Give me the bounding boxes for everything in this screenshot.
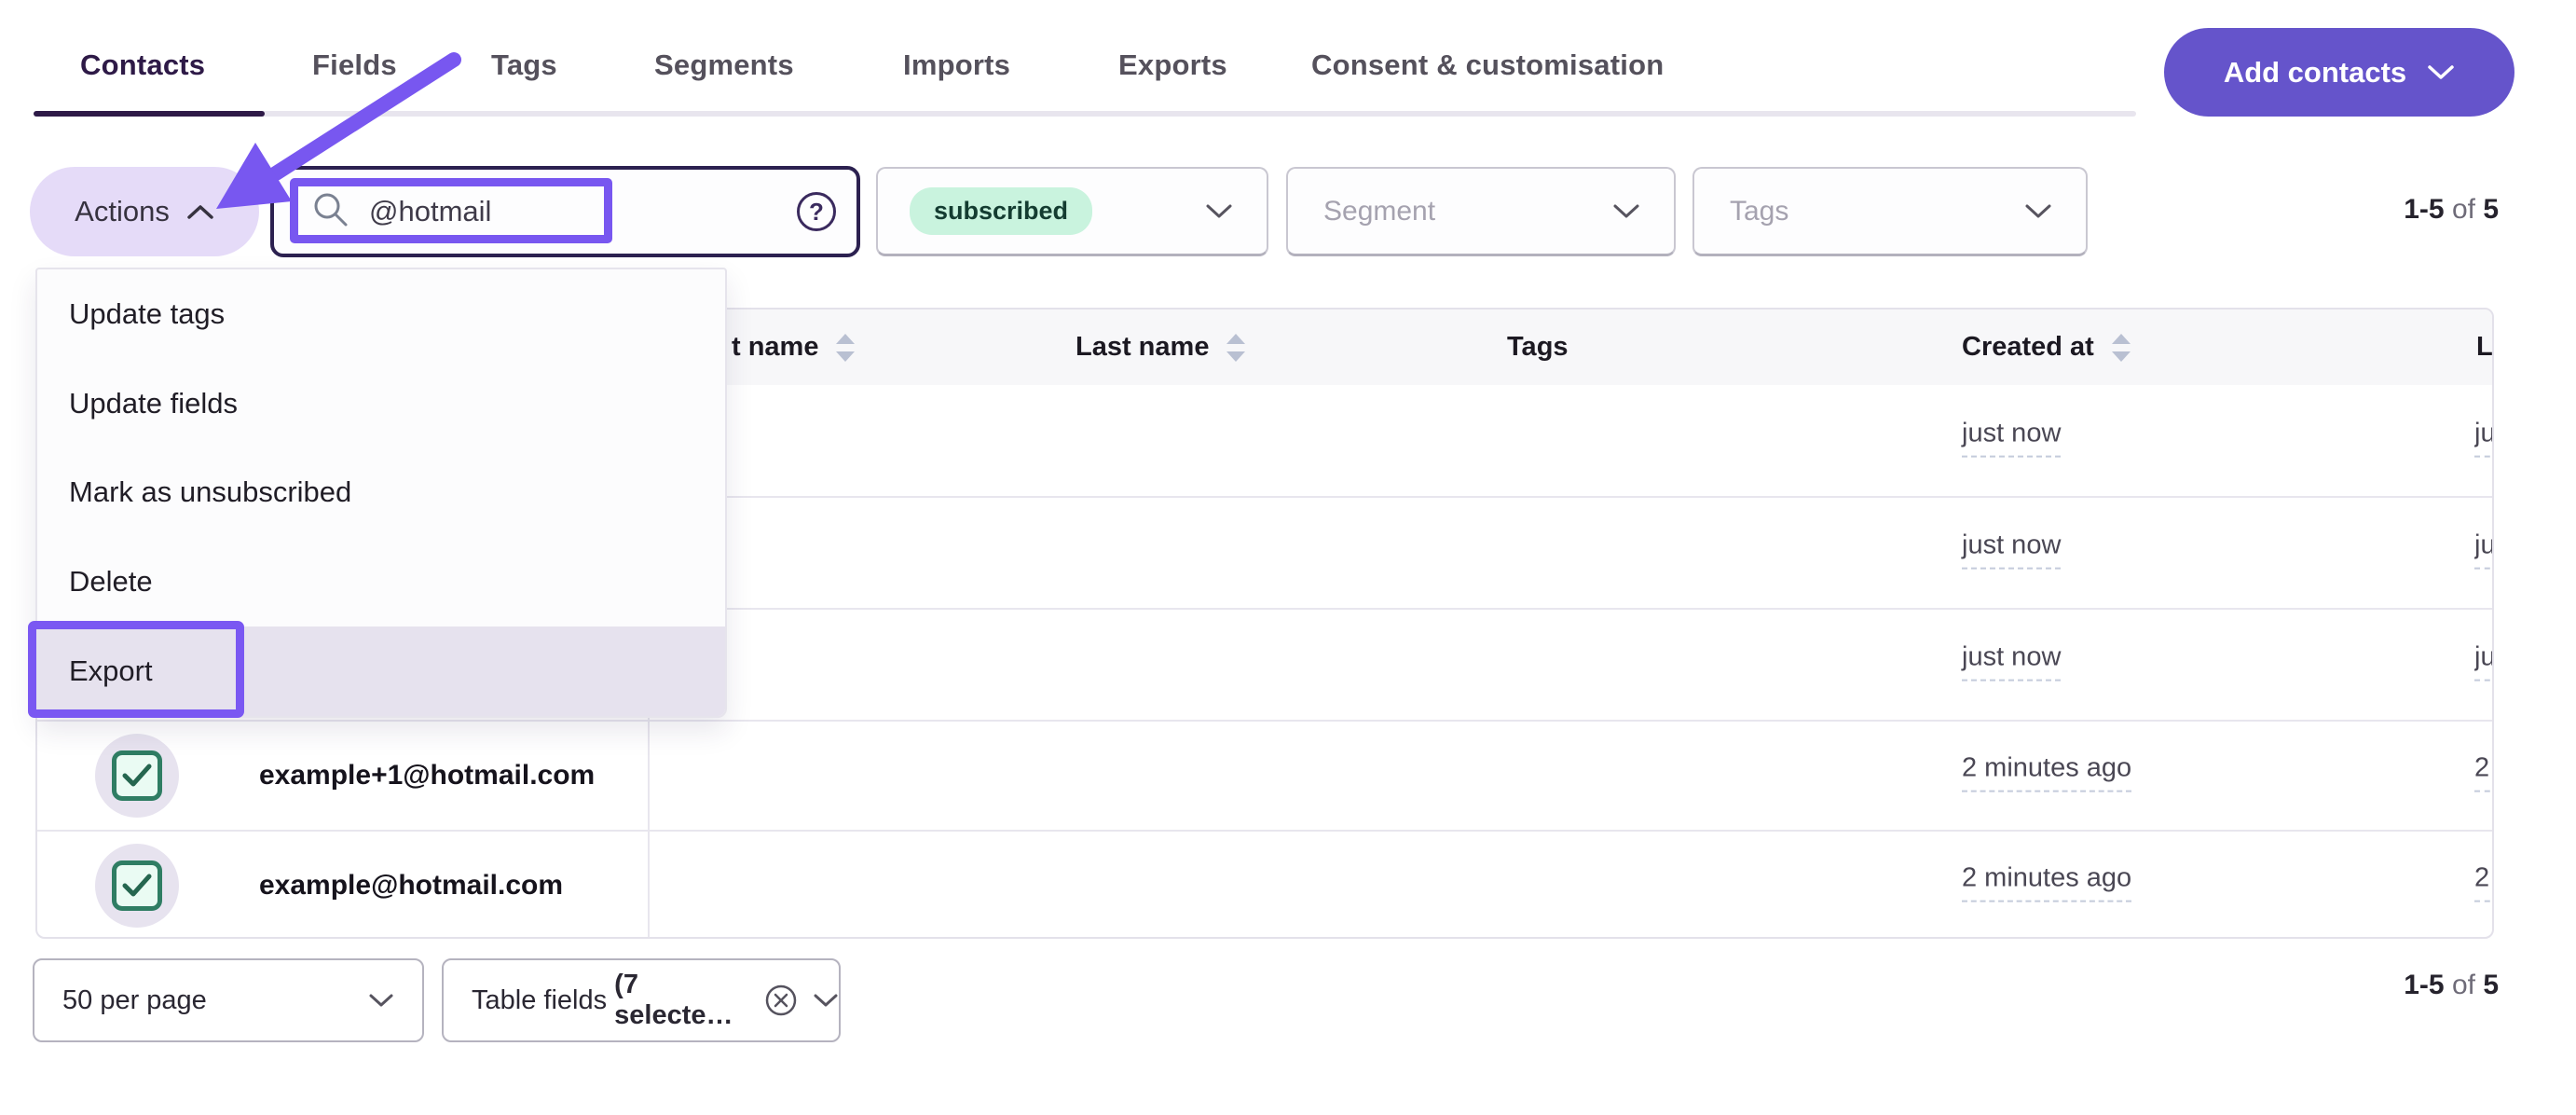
tab-segments[interactable]: Segments	[654, 48, 794, 81]
created-at-value: just now	[1962, 642, 2062, 681]
segment-filter-dropdown[interactable]: Segment	[1286, 167, 1676, 256]
per-page-value: 50 per page	[62, 984, 207, 1015]
segment-placeholder: Segment	[1323, 195, 1436, 227]
table-fields-dropdown[interactable]: Table fields (7 selecte…	[442, 958, 841, 1042]
column-header-label: La	[2476, 332, 2493, 362]
nav-underline-track	[34, 111, 2136, 117]
add-contacts-label: Add contacts	[2223, 55, 2407, 89]
status-badge: subscribed	[910, 187, 1093, 235]
checkbox-halo	[95, 734, 179, 818]
clear-circle-x-icon[interactable]	[764, 984, 798, 1017]
tab-consent-customisation[interactable]: Consent & customisation	[1311, 48, 1665, 81]
menu-item-mark-unsubscribed[interactable]: Mark as unsubscribed	[69, 475, 352, 509]
chevron-down-icon	[2024, 203, 2052, 220]
table-row[interactable]: just now ju	[37, 385, 2492, 496]
column-header-tags: Tags	[1507, 310, 1569, 385]
table-row[interactable]: just now ju	[37, 496, 2492, 608]
row-checkbox-checked[interactable]	[112, 750, 162, 801]
nav-active-underline	[34, 111, 265, 117]
column-header-last-name[interactable]: Last name	[1076, 310, 1248, 385]
tab-tags[interactable]: Tags	[491, 48, 557, 81]
contact-search-box: ?	[270, 166, 860, 257]
last-updated-value: 2	[2474, 753, 2492, 792]
menu-item-update-fields[interactable]: Update fields	[69, 386, 238, 420]
row-checkbox-checked[interactable]	[112, 860, 162, 911]
menu-item-delete[interactable]: Delete	[69, 565, 153, 599]
add-contacts-button[interactable]: Add contacts	[2164, 28, 2514, 117]
actions-label: Actions	[75, 195, 170, 227]
actions-menu: Update tags Update fields Mark as unsubs…	[35, 268, 727, 718]
per-page-dropdown[interactable]: 50 per page	[33, 958, 424, 1042]
tab-contacts[interactable]: Contacts	[80, 48, 206, 81]
sort-icon	[2109, 332, 2133, 364]
actions-button[interactable]: Actions	[30, 167, 259, 256]
result-of: of	[2451, 970, 2475, 1000]
table-row[interactable]: example+1@hotmail.com 2 minutes ago 2	[37, 720, 2492, 830]
column-header-label: Tags	[1507, 332, 1569, 362]
sort-icon	[833, 332, 857, 364]
result-of: of	[2451, 194, 2475, 225]
sort-icon	[1224, 332, 1248, 364]
created-at-value: just now	[1962, 418, 2062, 458]
tab-exports[interactable]: Exports	[1118, 48, 1227, 81]
menu-item-export[interactable]: Export	[37, 626, 725, 716]
column-header-created-at[interactable]: Created at	[1962, 310, 2133, 385]
result-range: 1-5	[2404, 970, 2445, 1000]
created-at-value: just now	[1962, 530, 2062, 570]
column-header-label: Created at	[1962, 332, 2094, 362]
last-updated-value: ju	[2474, 418, 2492, 458]
last-updated-value: 2	[2474, 862, 2492, 902]
column-header-label: Last name	[1076, 332, 1210, 362]
table-fields-selected-count: (7 selecte…	[614, 970, 733, 1030]
search-input[interactable]	[367, 183, 762, 241]
search-highlight-annotation	[290, 178, 612, 243]
chevron-down-icon	[2427, 64, 2455, 81]
status-filter-dropdown[interactable]: subscribed	[876, 167, 1268, 256]
caret-up-icon	[186, 203, 214, 220]
table-row[interactable]: just now ju	[37, 608, 2492, 720]
chevron-down-icon	[1612, 203, 1640, 220]
contact-email: example+1@hotmail.com	[259, 760, 596, 791]
tags-placeholder: Tags	[1730, 195, 1789, 227]
tab-imports[interactable]: Imports	[903, 48, 1011, 81]
last-updated-value: ju	[2474, 642, 2492, 681]
result-count-top: 1-5 of 5	[2404, 194, 2499, 226]
chevron-down-icon	[368, 993, 394, 1009]
chevron-down-icon	[813, 993, 839, 1009]
column-header-first-name[interactable]: t name	[732, 310, 857, 385]
result-total: 5	[2483, 194, 2499, 225]
tab-fields[interactable]: Fields	[312, 48, 397, 81]
result-range: 1-5	[2404, 194, 2445, 225]
result-total: 5	[2483, 970, 2499, 1000]
table-fields-label: Table fields	[472, 984, 615, 1015]
contact-email: example@hotmail.com	[259, 869, 564, 901]
tags-filter-dropdown[interactable]: Tags	[1692, 167, 2088, 256]
table-row[interactable]: example@hotmail.com 2 minutes ago 2	[37, 830, 2492, 937]
search-icon	[311, 190, 350, 229]
created-at-value: 2 minutes ago	[1962, 862, 2132, 902]
last-updated-value: ju	[2474, 530, 2492, 570]
checkbox-halo	[95, 843, 179, 928]
chevron-down-icon	[1205, 203, 1233, 220]
result-count-bottom: 1-5 of 5	[2404, 970, 2499, 1001]
created-at-value: 2 minutes ago	[1962, 753, 2132, 792]
column-header-last-updated[interactable]: La	[2476, 310, 2493, 385]
help-icon[interactable]: ?	[797, 192, 836, 231]
menu-item-update-tags[interactable]: Update tags	[69, 296, 226, 330]
column-header-label: t name	[732, 332, 819, 362]
